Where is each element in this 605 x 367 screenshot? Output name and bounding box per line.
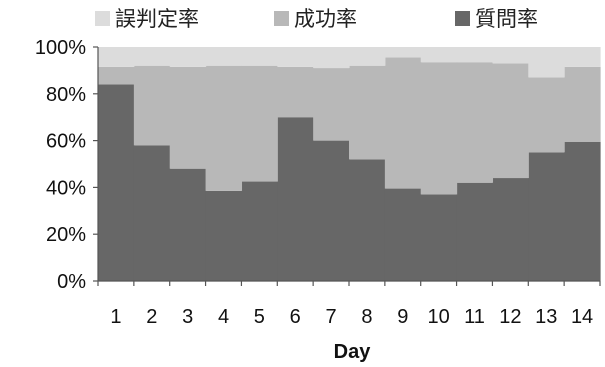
- area-segment-series-0-day-14: [564, 141, 601, 281]
- legend-label: 成功率: [294, 7, 357, 31]
- area-segment-series-2-day-11: [456, 47, 494, 63]
- area-segment-series-2-day-12: [492, 47, 529, 64]
- area-segment-series-2-day-14: [564, 47, 601, 67]
- area-segment-series-0-day-2: [133, 145, 171, 281]
- area-segment-series-1-day-1: [98, 66, 135, 85]
- x-tick-label: 6: [290, 306, 301, 328]
- legend-swatch: [274, 11, 289, 26]
- area-segment-series-2-day-13: [528, 47, 565, 78]
- area-segment-series-0-day-7: [313, 140, 350, 281]
- area-segment-series-1-day-4: [205, 65, 243, 191]
- x-tick-label: 8: [361, 306, 372, 328]
- area-segment-series-1-day-3: [169, 66, 207, 169]
- x-tick-label: 14: [571, 306, 593, 328]
- legend-swatch: [95, 11, 110, 26]
- area-segment-series-0-day-10: [420, 194, 458, 281]
- x-tick-label: 2: [146, 306, 157, 328]
- area-segment-series-1-day-5: [241, 65, 278, 182]
- y-tick-label: 20%: [46, 224, 86, 246]
- area-segment-series-0-day-12: [492, 178, 529, 281]
- area-segment-series-2-day-3: [169, 47, 207, 67]
- x-tick-label: 13: [535, 306, 557, 328]
- area-segment-series-2-day-6: [277, 47, 314, 67]
- area-segment-series-0-day-5: [241, 181, 278, 281]
- area-segment-series-1-day-7: [313, 68, 350, 141]
- area-segment-series-1-day-12: [492, 63, 529, 179]
- y-tick-label: 40%: [46, 177, 86, 199]
- area-segment-series-2-day-7: [313, 47, 350, 69]
- area-segment-series-2-day-9: [384, 47, 422, 58]
- legend: 誤判定率 成功率 質問率: [95, 7, 538, 31]
- area-segment-series-2-day-8: [349, 47, 386, 66]
- x-tick-label: 9: [397, 306, 408, 328]
- area-segment-series-0-day-1: [98, 84, 135, 281]
- legend-label: 誤判定率: [115, 7, 199, 31]
- x-tick-label: 3: [182, 306, 193, 328]
- x-tick-label: 7: [326, 306, 337, 328]
- y-tick-label: 0%: [57, 271, 86, 293]
- area-segment-series-1-day-10: [420, 62, 458, 195]
- axes: 0%20%40%60%80%100%1 2 3 4 5 6 7 8 9 10 11 12 13 14: [35, 37, 601, 328]
- area-segment-series-0-day-6: [277, 117, 314, 281]
- y-tick-label: 100%: [35, 37, 86, 59]
- area-segment-series-0-day-3: [169, 168, 207, 281]
- area-segment-series-0-day-4: [205, 190, 243, 281]
- area-segment-series-2-day-2: [133, 47, 171, 66]
- x-tick-label: 10: [428, 306, 450, 328]
- area-segment-series-1-day-9: [384, 57, 422, 189]
- legend-label: 質問率: [475, 7, 538, 31]
- y-tick-label: 60%: [46, 131, 86, 153]
- area-segment-series-0-day-11: [456, 182, 494, 281]
- y-tick-label: 80%: [46, 84, 86, 106]
- area-segment-series-1-day-14: [564, 66, 601, 142]
- x-axis-title: Day: [334, 341, 372, 363]
- plot-area: [98, 47, 601, 281]
- legend-swatch: [455, 11, 470, 26]
- area-segment-series-1-day-8: [349, 65, 386, 160]
- area-segment-series-2-day-4: [205, 47, 243, 66]
- area-segment-series-2-day-5: [241, 47, 278, 66]
- area-segment-series-2-day-1: [98, 47, 135, 67]
- x-tick-label: 12: [499, 306, 521, 328]
- area-segment-series-1-day-6: [277, 66, 314, 118]
- x-tick-label: 1: [110, 306, 121, 328]
- area-segment-series-1-day-11: [456, 62, 494, 183]
- area-segment-series-1-day-2: [133, 65, 171, 146]
- x-tick-label: 4: [218, 306, 229, 328]
- x-tick-label: 5: [254, 306, 265, 328]
- area-segment-series-0-day-9: [384, 188, 422, 281]
- area-segment-series-1-day-13: [528, 77, 565, 153]
- area-segment-series-0-day-8: [349, 159, 386, 281]
- x-tick-label: 11: [464, 306, 485, 328]
- area-segment-series-0-day-13: [528, 152, 565, 281]
- area-segment-series-2-day-10: [420, 47, 458, 63]
